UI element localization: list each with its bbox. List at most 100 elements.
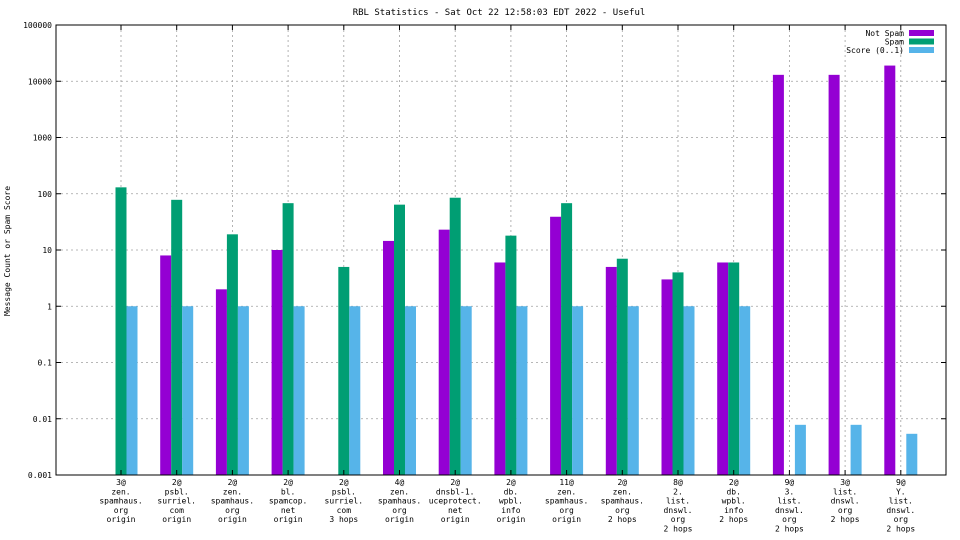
category-label-line: uceprotect. [429,497,482,506]
category-label-line: 8@ [673,478,683,487]
category-label-line: 2@ [617,478,627,487]
bar-spam [505,235,517,475]
bar-not-spam [383,240,394,475]
category-label-line: 2 hops [831,515,860,524]
category-label-line: dnswl. [886,506,915,515]
category-label-line: origin [552,515,581,524]
category-label-line: db. [726,487,740,496]
y-tick-label: 100 [38,190,53,199]
category-label-line: 3. [785,487,795,496]
legend-swatch [909,38,934,45]
bar-score-0-1 [349,306,361,475]
category-label-line: 2@ [729,478,739,487]
category-label-line: list. [833,487,857,496]
category-label-line: wpbl. [722,497,746,506]
category-label-line: info [724,506,743,515]
legend-swatch [909,30,934,36]
category-label-line: org [671,515,686,524]
category-label-line: zen. [223,487,242,496]
chart-title: RBL Statistics - Sat Oct 22 12:58:03 EDT… [353,8,646,18]
y-tick-label: 1 [47,302,52,311]
category-label-line: origin [496,515,525,524]
bar-spam [672,272,684,475]
legend-label: Score (0..1) [846,46,904,55]
category-label-line: net [448,506,463,515]
category-label-line: origin [385,515,414,524]
category-label-line: surriel. [157,497,196,506]
bar-score-0-1 [683,306,695,475]
category-label-line: spamhaus. [211,497,254,506]
category-label-line: 2 hops [886,525,915,534]
category-label-line: org [782,515,797,524]
category-label-line: 2@ [172,478,182,487]
bar-not-spam [160,255,172,475]
category-label-line: wpbl. [499,497,523,506]
category-label-line: origin [162,515,191,524]
y-axis-label: Message Count or Spam Score [3,186,12,316]
plot-frame [55,24,947,476]
bar-score-0-1 [237,306,249,475]
bar-score-0-1 [126,306,138,475]
bar-not-spam [772,74,784,475]
category-label-line: com [169,506,184,515]
bar-score-0-1 [739,306,751,475]
category-label-line: 4@ [395,478,405,487]
category-label-line: spamhaus. [99,497,142,506]
bar-score-0-1 [182,306,194,475]
bar-score-0-1 [627,306,639,475]
category-label-line: zen. [390,487,409,496]
category-label-line: 2@ [339,478,349,487]
category-label-line: 2 hops [775,525,804,534]
category-label-line: spamhaus. [378,497,421,506]
category-label-line: psbl. [165,487,189,496]
category-label-line: 2 hops [664,525,693,534]
category-label-line: 2 hops [719,515,748,524]
category-label-line: db. [504,487,518,496]
category-label-line: org [392,506,407,515]
legend-label: Not Spam [865,29,904,38]
bars-layer [115,65,918,476]
category-label-line: 2@ [283,478,293,487]
category-label-line: psbl. [332,487,356,496]
bar-not-spam [661,279,673,475]
bar-spam [449,197,461,475]
bar-spam [171,199,183,475]
category-label-line: dnswl. [664,506,693,515]
bar-spam [226,234,238,475]
category-label-line: origin [441,515,470,524]
bar-spam [115,187,127,475]
bar-score-0-1 [516,306,528,475]
category-label-line: list. [777,497,801,506]
bar-score-0-1 [850,424,862,475]
bar-score-0-1 [293,306,305,475]
category-label-line: 3@ [116,478,126,487]
category-labels: 3@zen.spamhaus.orgorigin2@psbl.surriel.c… [99,478,915,534]
category-label-line: net [281,506,296,515]
category-label-line: 2@ [228,478,238,487]
y-tick-label: 0.1 [38,359,53,368]
bar-not-spam [828,74,840,475]
category-label-line: spamhaus. [545,497,588,506]
category-label-line: 2@ [506,478,516,487]
category-label-line: surriel. [325,497,364,506]
y-tick-label: 10000 [28,77,52,86]
category-label-line: origin [107,515,136,524]
bar-score-0-1 [906,433,918,475]
category-label-line: org [559,506,574,515]
category-label-line: dnswl. [831,497,860,506]
category-label-line: org [114,506,129,515]
category-label-line: 9@ [785,478,795,487]
